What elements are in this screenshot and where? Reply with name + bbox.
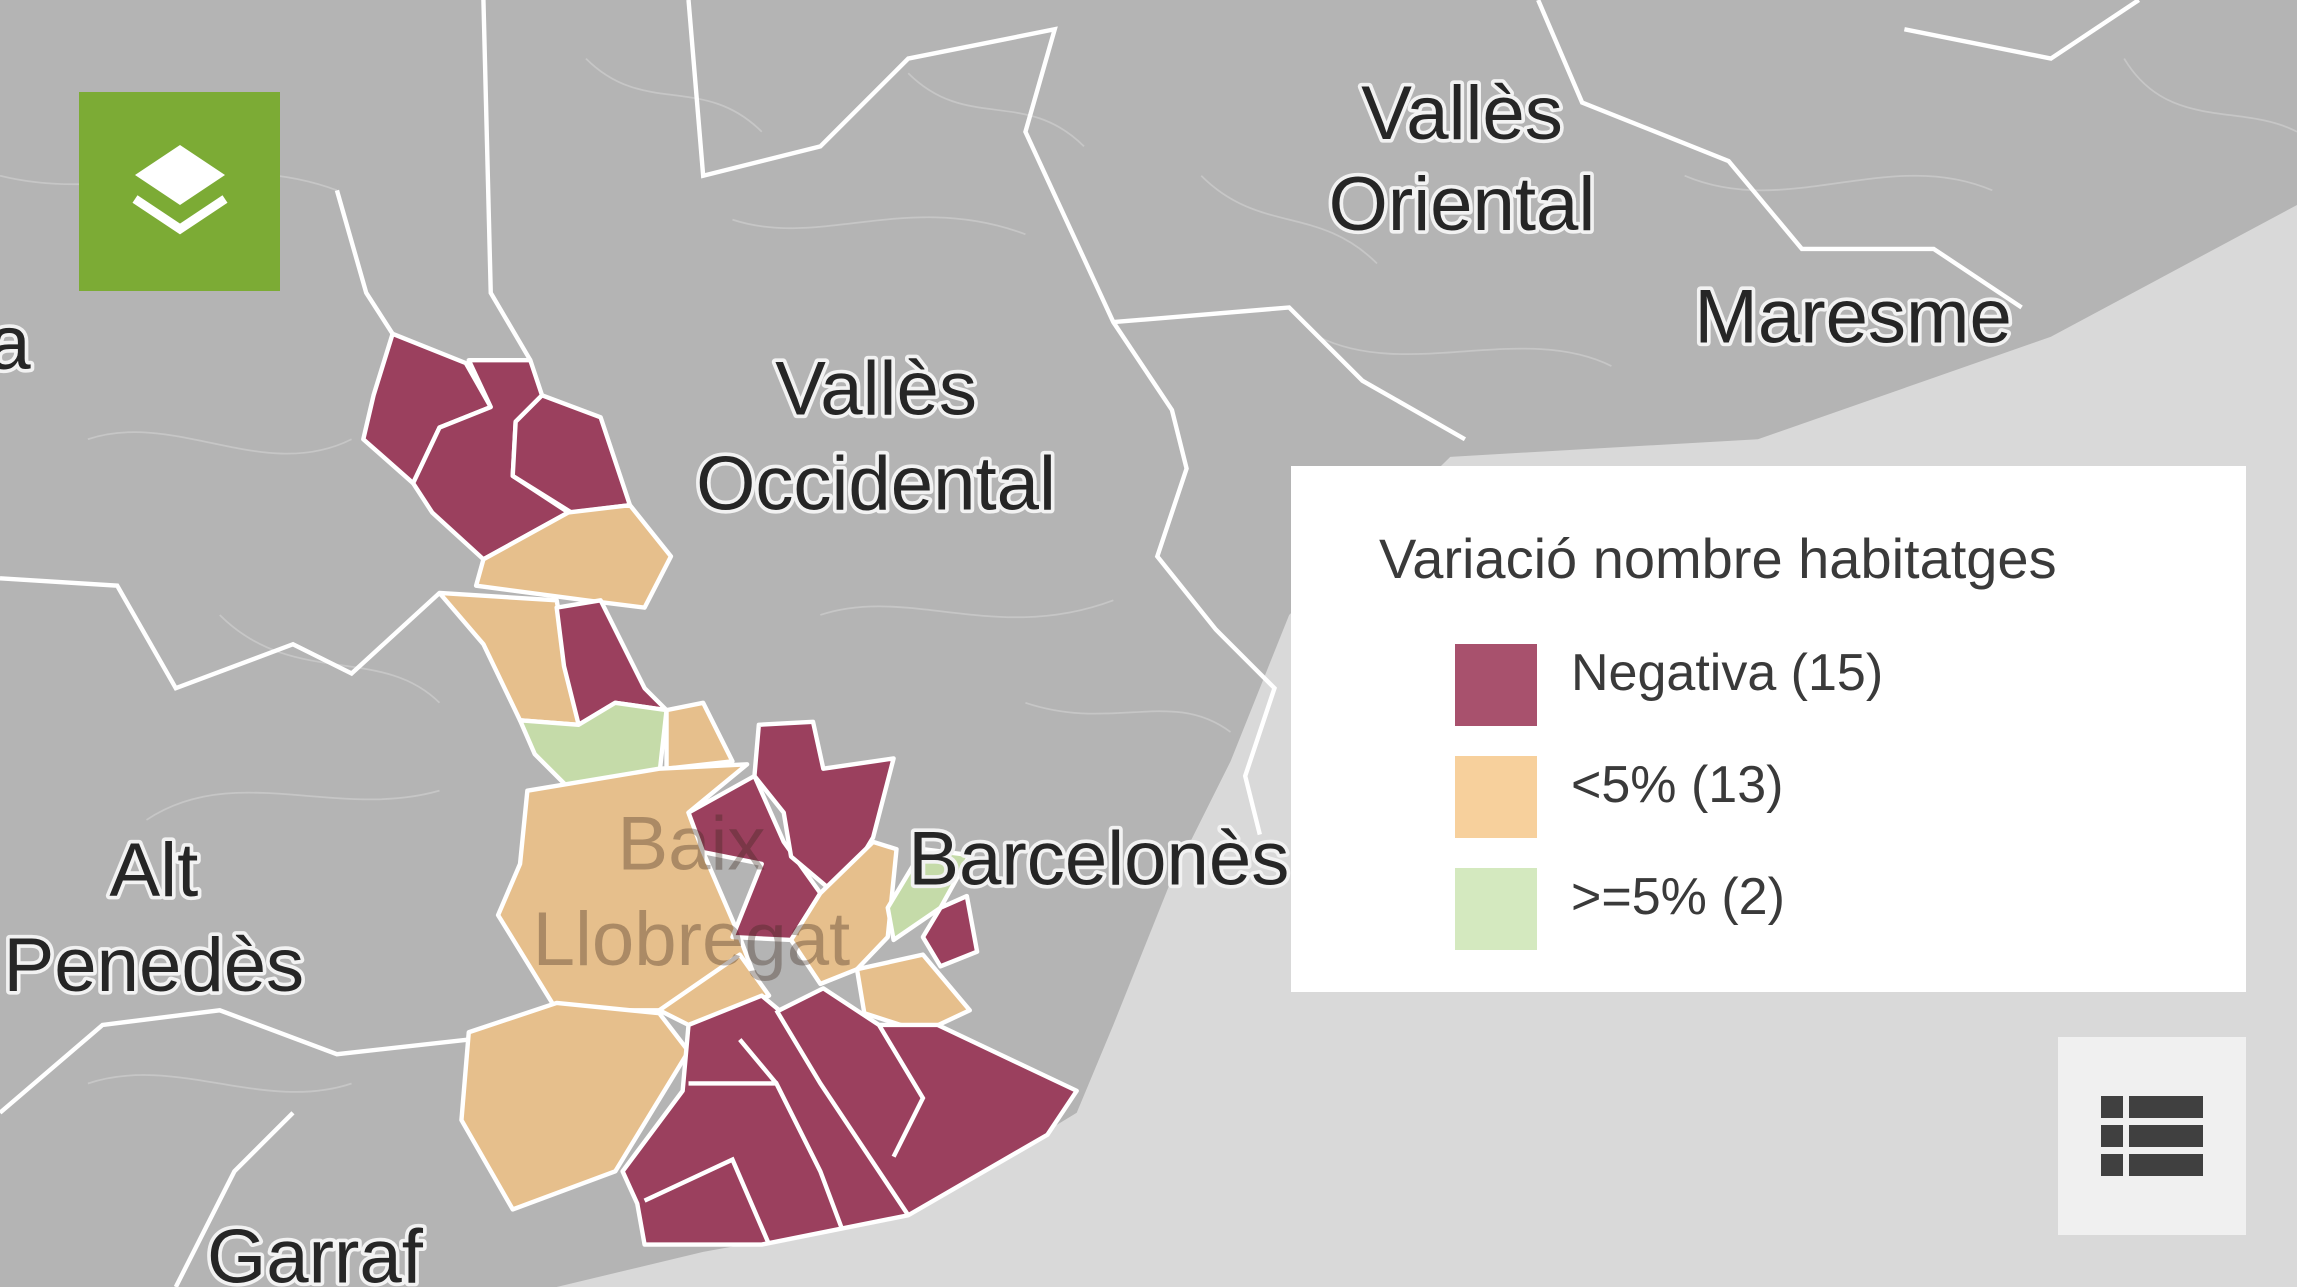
municipalities [361,331,1079,1247]
label-garraf: Garraf [207,1215,424,1287]
table-list-icon [2101,1096,2203,1176]
legend-label: >=5% (2) [1571,868,1785,926]
label-valles-oriental: Vallès [1361,71,1563,156]
legend-title: Variació nombre habitatges [1379,527,2057,590]
municipality-lt5 [473,502,674,610]
legend-swatch [1455,644,1537,726]
municipality-lt5 [664,700,735,771]
layers-icon [132,144,227,234]
legend-item-negativa: Negativa (15) [1455,629,2246,741]
table-view-button[interactable] [2058,1037,2246,1235]
legend-swatch [1455,756,1537,838]
municipality-negativa [620,986,1079,1247]
label-alt-penedes: Alt [109,828,198,913]
label-valles-occidental: Occidental [696,442,1056,527]
legend-item-lt5: <5% (13) [1455,741,2246,853]
legend-label: <5% (13) [1571,756,1784,814]
legend-label: Negativa (15) [1571,644,1884,702]
map-labels: Vallès Oriental Maresme Vallès Occidenta… [0,67,2015,1287]
label-maresme: Maresme [1694,275,2011,360]
label-barcelones: Barcelonès [908,816,1289,901]
label-valles-oriental: Oriental [1329,162,1596,247]
label-valles-occidental: Vallès [775,346,977,431]
label-baix-llobregat: Llobregat [533,897,851,982]
legend: Variació nombre habitatges Negativa (15)… [1291,466,2246,992]
label-cut-left: a [0,301,31,386]
municipality-lt5 [459,1000,691,1212]
legend-swatch [1455,868,1537,950]
municipality-lt5 [788,839,899,987]
municipality-ge5 [517,700,669,793]
municipality-lt5 [854,952,972,1035]
layers-button[interactable] [79,92,280,291]
label-alt-penedes: Penedès [3,923,304,1008]
legend-item-ge5: >=5% (2) [1455,853,2246,965]
label-baix-llobregat: Baix [617,802,765,887]
municipality-lt5 [657,952,772,1028]
municipality-negativa [920,893,980,969]
municipality-ge5 [885,847,972,943]
